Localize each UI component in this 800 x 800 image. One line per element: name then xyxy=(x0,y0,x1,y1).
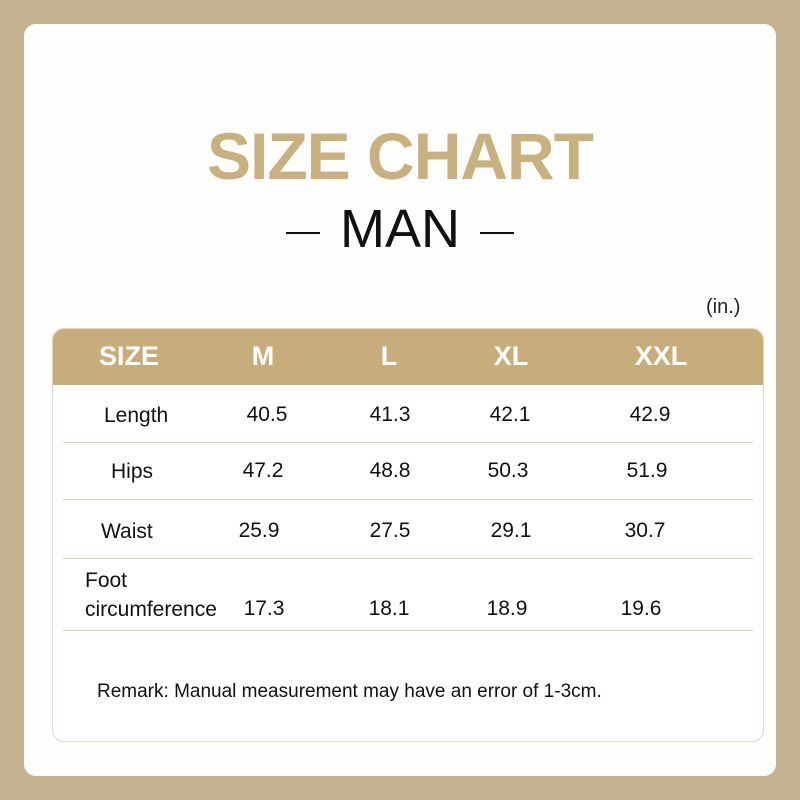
cell: 47.2 xyxy=(242,459,284,482)
cell: 50.3 xyxy=(487,459,529,482)
cell: 42.9 xyxy=(629,403,671,426)
table-header: SIZE M L XL XXL xyxy=(53,329,763,385)
cell: 17.3 xyxy=(243,597,285,620)
row-divider xyxy=(63,499,753,500)
header-l: L xyxy=(380,341,398,371)
size-table: SIZE M L XL XXL Length 40.5 41.3 42.1 42… xyxy=(52,328,764,742)
remark-text: Remark: Manual measurement may have an e… xyxy=(97,681,602,702)
cell: 25.9 xyxy=(238,519,280,542)
cell: 42.1 xyxy=(489,403,531,426)
row-divider xyxy=(63,558,753,559)
cell: 41.3 xyxy=(369,403,411,426)
header-xxl: XXL xyxy=(634,341,688,371)
subtitle: MAN xyxy=(0,198,800,260)
dash-left xyxy=(286,231,320,234)
cell: 18.1 xyxy=(368,597,410,620)
cell: 18.9 xyxy=(486,597,528,620)
row-label: Length xyxy=(104,404,169,427)
cell: 30.7 xyxy=(624,519,666,542)
cell: 48.8 xyxy=(369,459,411,482)
row-divider xyxy=(63,442,753,443)
cell: 40.5 xyxy=(246,403,288,426)
dash-right xyxy=(480,231,514,234)
header-size: SIZE xyxy=(98,341,160,371)
unit-label: (in.) xyxy=(706,296,741,318)
row-label: Hips xyxy=(111,460,154,483)
subtitle-text: MAN xyxy=(340,199,460,259)
cell: 19.6 xyxy=(620,597,662,620)
cell: 51.9 xyxy=(626,459,668,482)
row-divider xyxy=(63,630,753,631)
row-label-line2: circumference xyxy=(85,598,217,621)
row-label: Waist xyxy=(101,520,153,543)
cell: 29.1 xyxy=(490,519,532,542)
row-label-line1: Foot xyxy=(85,569,128,592)
page-title: SIZE CHART xyxy=(207,119,594,193)
header-m: M xyxy=(251,341,275,371)
cell: 27.5 xyxy=(369,519,411,542)
header-xl: XL xyxy=(493,341,529,371)
